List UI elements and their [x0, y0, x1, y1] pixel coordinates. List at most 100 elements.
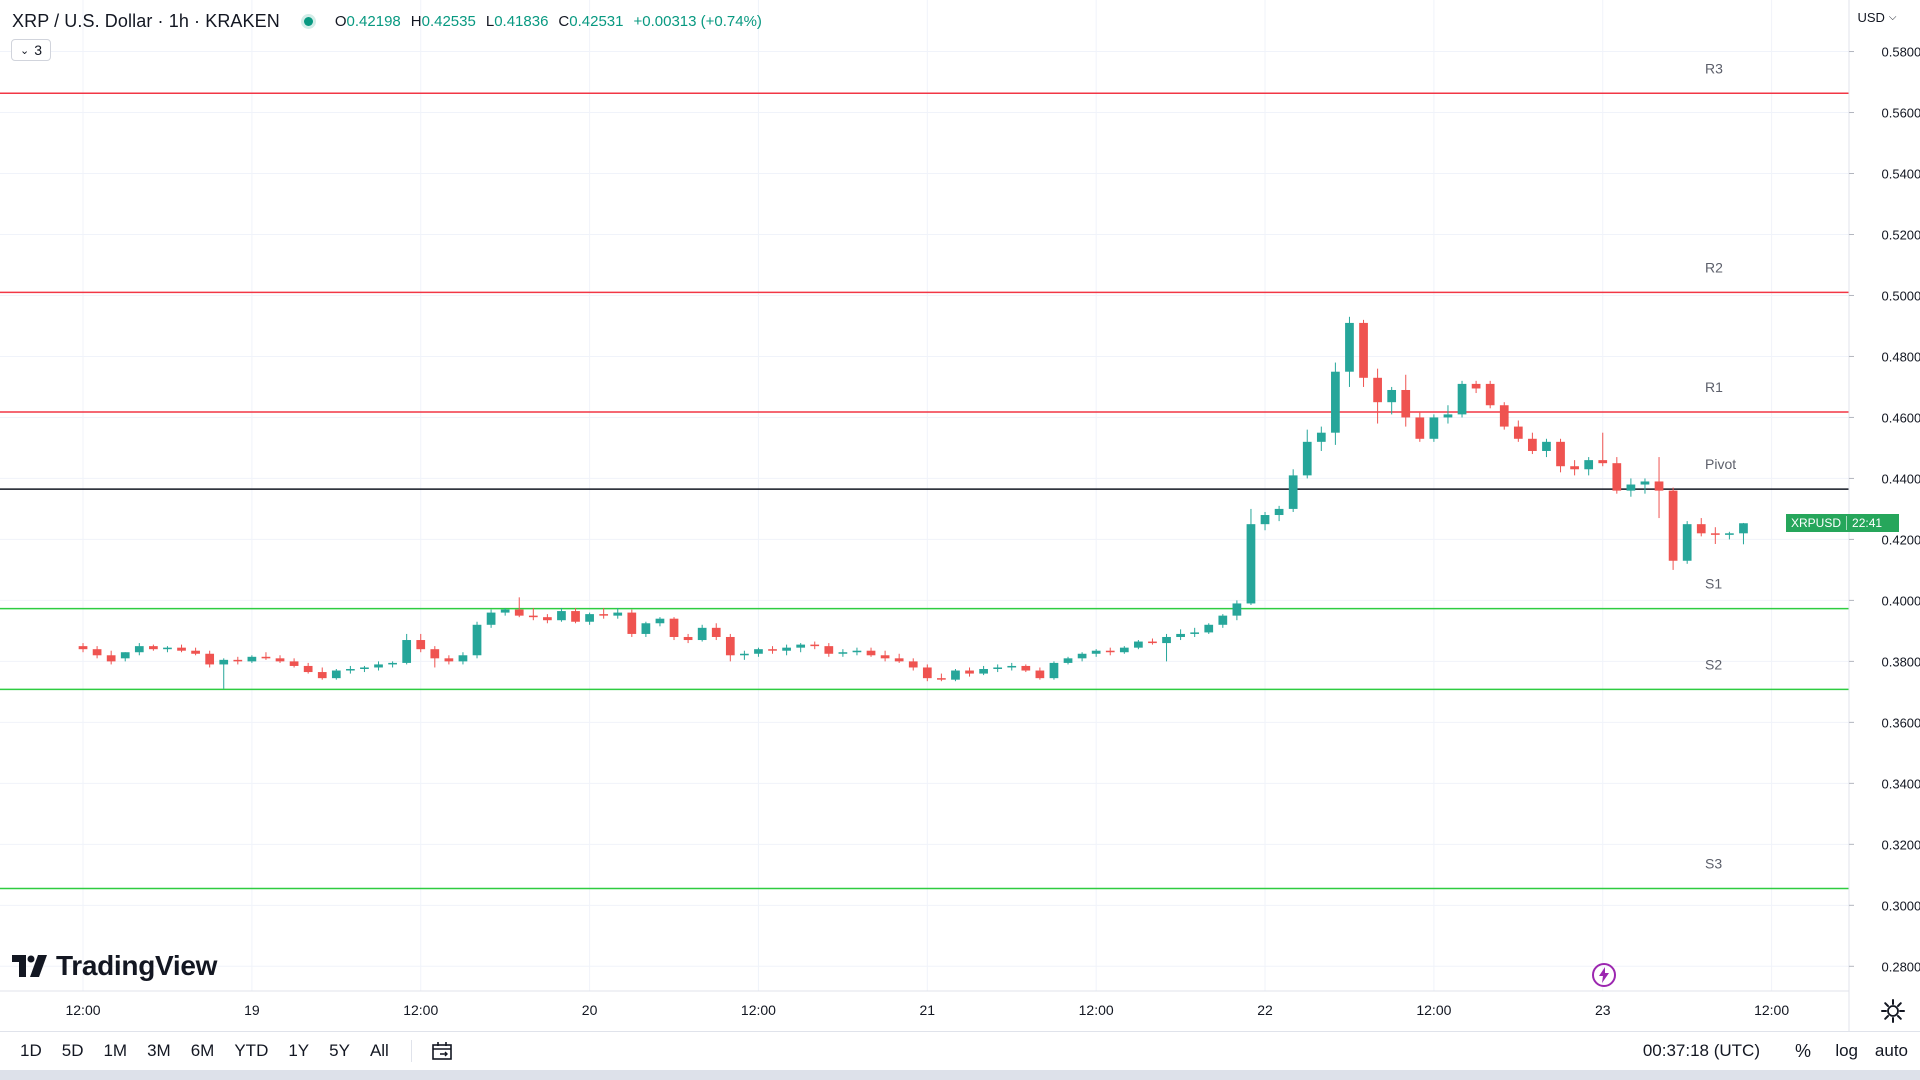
- range-button-3m[interactable]: 3M: [147, 1041, 171, 1060]
- candle-body: [163, 647, 172, 650]
- toolbar-divider: [410, 1040, 412, 1062]
- calendar-range-icon[interactable]: [430, 1040, 454, 1062]
- time-axis[interactable]: 12:00 19 12:00 20 12:00 21 12:00 22 12:00 23 12:00: [65, 1002, 1789, 1018]
- candle-body: [1246, 524, 1256, 604]
- range-button-1d[interactable]: 1D: [20, 1041, 42, 1060]
- candle: [317, 667, 327, 680]
- range-button-1m[interactable]: 1M: [103, 1041, 128, 1060]
- candle: [782, 644, 791, 656]
- candle-body: [951, 670, 960, 680]
- utc-clock[interactable]: 00:37:18 (UTC): [1642, 1041, 1760, 1060]
- candle: [500, 608, 510, 616]
- range-button-5y[interactable]: 5Y: [329, 1041, 350, 1060]
- candle: [1091, 649, 1101, 657]
- symbol-title[interactable]: XRP / U.S. Dollar · 1h · KRAKEN: [12, 10, 280, 31]
- candle: [1654, 457, 1664, 519]
- candle: [1612, 457, 1622, 494]
- candle: [922, 664, 932, 682]
- candle: [1725, 531, 1734, 540]
- candle-body: [1570, 466, 1579, 470]
- candle: [1288, 469, 1298, 512]
- candle: [78, 643, 88, 653]
- log-scale-toggle[interactable]: log: [1835, 1041, 1858, 1060]
- time-tick-label: 12:00: [403, 1002, 438, 1018]
- candle-body: [1710, 533, 1720, 535]
- candle-body: [134, 646, 144, 653]
- candle: [1260, 511, 1270, 531]
- candle-body: [1091, 650, 1101, 654]
- candle-body: [1176, 633, 1185, 637]
- candle-body: [1359, 322, 1368, 378]
- candle: [908, 658, 918, 671]
- currency-select[interactable]: USD ⌵: [1848, 6, 1906, 28]
- candle: [1035, 667, 1045, 680]
- candle: [191, 647, 200, 656]
- indicators-toggle-button[interactable]: ⌄ 3: [11, 39, 51, 61]
- candle: [1485, 380, 1495, 409]
- candle: [1302, 429, 1312, 479]
- last-price-tag: XRPUSD 22:41: [1786, 514, 1899, 533]
- candle-body: [1288, 475, 1298, 509]
- candle: [1119, 646, 1129, 654]
- lightning-icon[interactable]: [1591, 962, 1617, 988]
- settings-gear-icon[interactable]: [1880, 998, 1906, 1024]
- level-label-s3: S3: [1705, 856, 1722, 872]
- candle-body: [922, 667, 932, 679]
- candle: [993, 664, 1003, 673]
- candle: [1640, 478, 1650, 494]
- candle-body: [219, 659, 229, 665]
- candle-body: [599, 614, 609, 616]
- candle: [1190, 627, 1200, 637]
- candle-body: [1471, 383, 1481, 389]
- candle: [1316, 426, 1326, 451]
- ohlc-close-key: C: [558, 12, 570, 30]
- candle-body: [514, 609, 524, 616]
- candle: [937, 673, 946, 682]
- candle-body: [472, 624, 482, 656]
- candle: [1359, 319, 1368, 387]
- ohlc-low: 0.41836: [494, 12, 549, 30]
- range-button-1y[interactable]: 1Y: [288, 1041, 310, 1060]
- candle: [1232, 600, 1242, 621]
- candle-body: [1429, 417, 1439, 439]
- candle-body: [1260, 515, 1270, 525]
- candle-body: [1105, 650, 1115, 653]
- time-tick-label: 12:00: [1416, 1002, 1451, 1018]
- candle: [1204, 623, 1214, 634]
- range-button-all[interactable]: All: [369, 1041, 389, 1060]
- candle: [585, 612, 594, 625]
- candle: [543, 614, 552, 624]
- candle-body: [585, 614, 594, 622]
- range-button-5d[interactable]: 5D: [61, 1041, 84, 1060]
- candle-body: [1668, 490, 1678, 561]
- symbol-header[interactable]: XRP / U.S. Dollar · 1h · KRAKEN O0.42198…: [12, 8, 762, 34]
- candle-body: [1274, 508, 1284, 516]
- candle-body: [346, 669, 355, 671]
- auto-scale-toggle[interactable]: auto: [1874, 1041, 1908, 1060]
- range-button-ytd[interactable]: YTD: [234, 1041, 269, 1060]
- tradingview-logo[interactable]: TradingView: [12, 950, 217, 982]
- candle-body: [317, 672, 327, 679]
- candle-body: [289, 661, 299, 666]
- candle: [472, 621, 482, 659]
- candle-body: [303, 665, 313, 673]
- candle: [92, 646, 102, 659]
- candle: [1556, 438, 1565, 473]
- time-tick-label: 12:00: [1754, 1002, 1789, 1018]
- candle: [613, 608, 623, 619]
- candle: [331, 669, 341, 680]
- candle-body: [177, 647, 186, 651]
- range-button-6m[interactable]: 6M: [190, 1041, 215, 1060]
- currency-label: USD: [1857, 9, 1885, 25]
- candle-body: [1499, 405, 1509, 427]
- percent-scale-toggle[interactable]: %: [1794, 1040, 1811, 1061]
- bottom-toolbar: 1D 5D 1M 3M 6M YTD 1Y 5Y All 00:37:18 (U…: [0, 1031, 1920, 1070]
- level-label-r1: R1: [1705, 379, 1723, 395]
- candle: [1007, 662, 1017, 671]
- candle: [1471, 380, 1481, 394]
- candle-body: [641, 623, 651, 634]
